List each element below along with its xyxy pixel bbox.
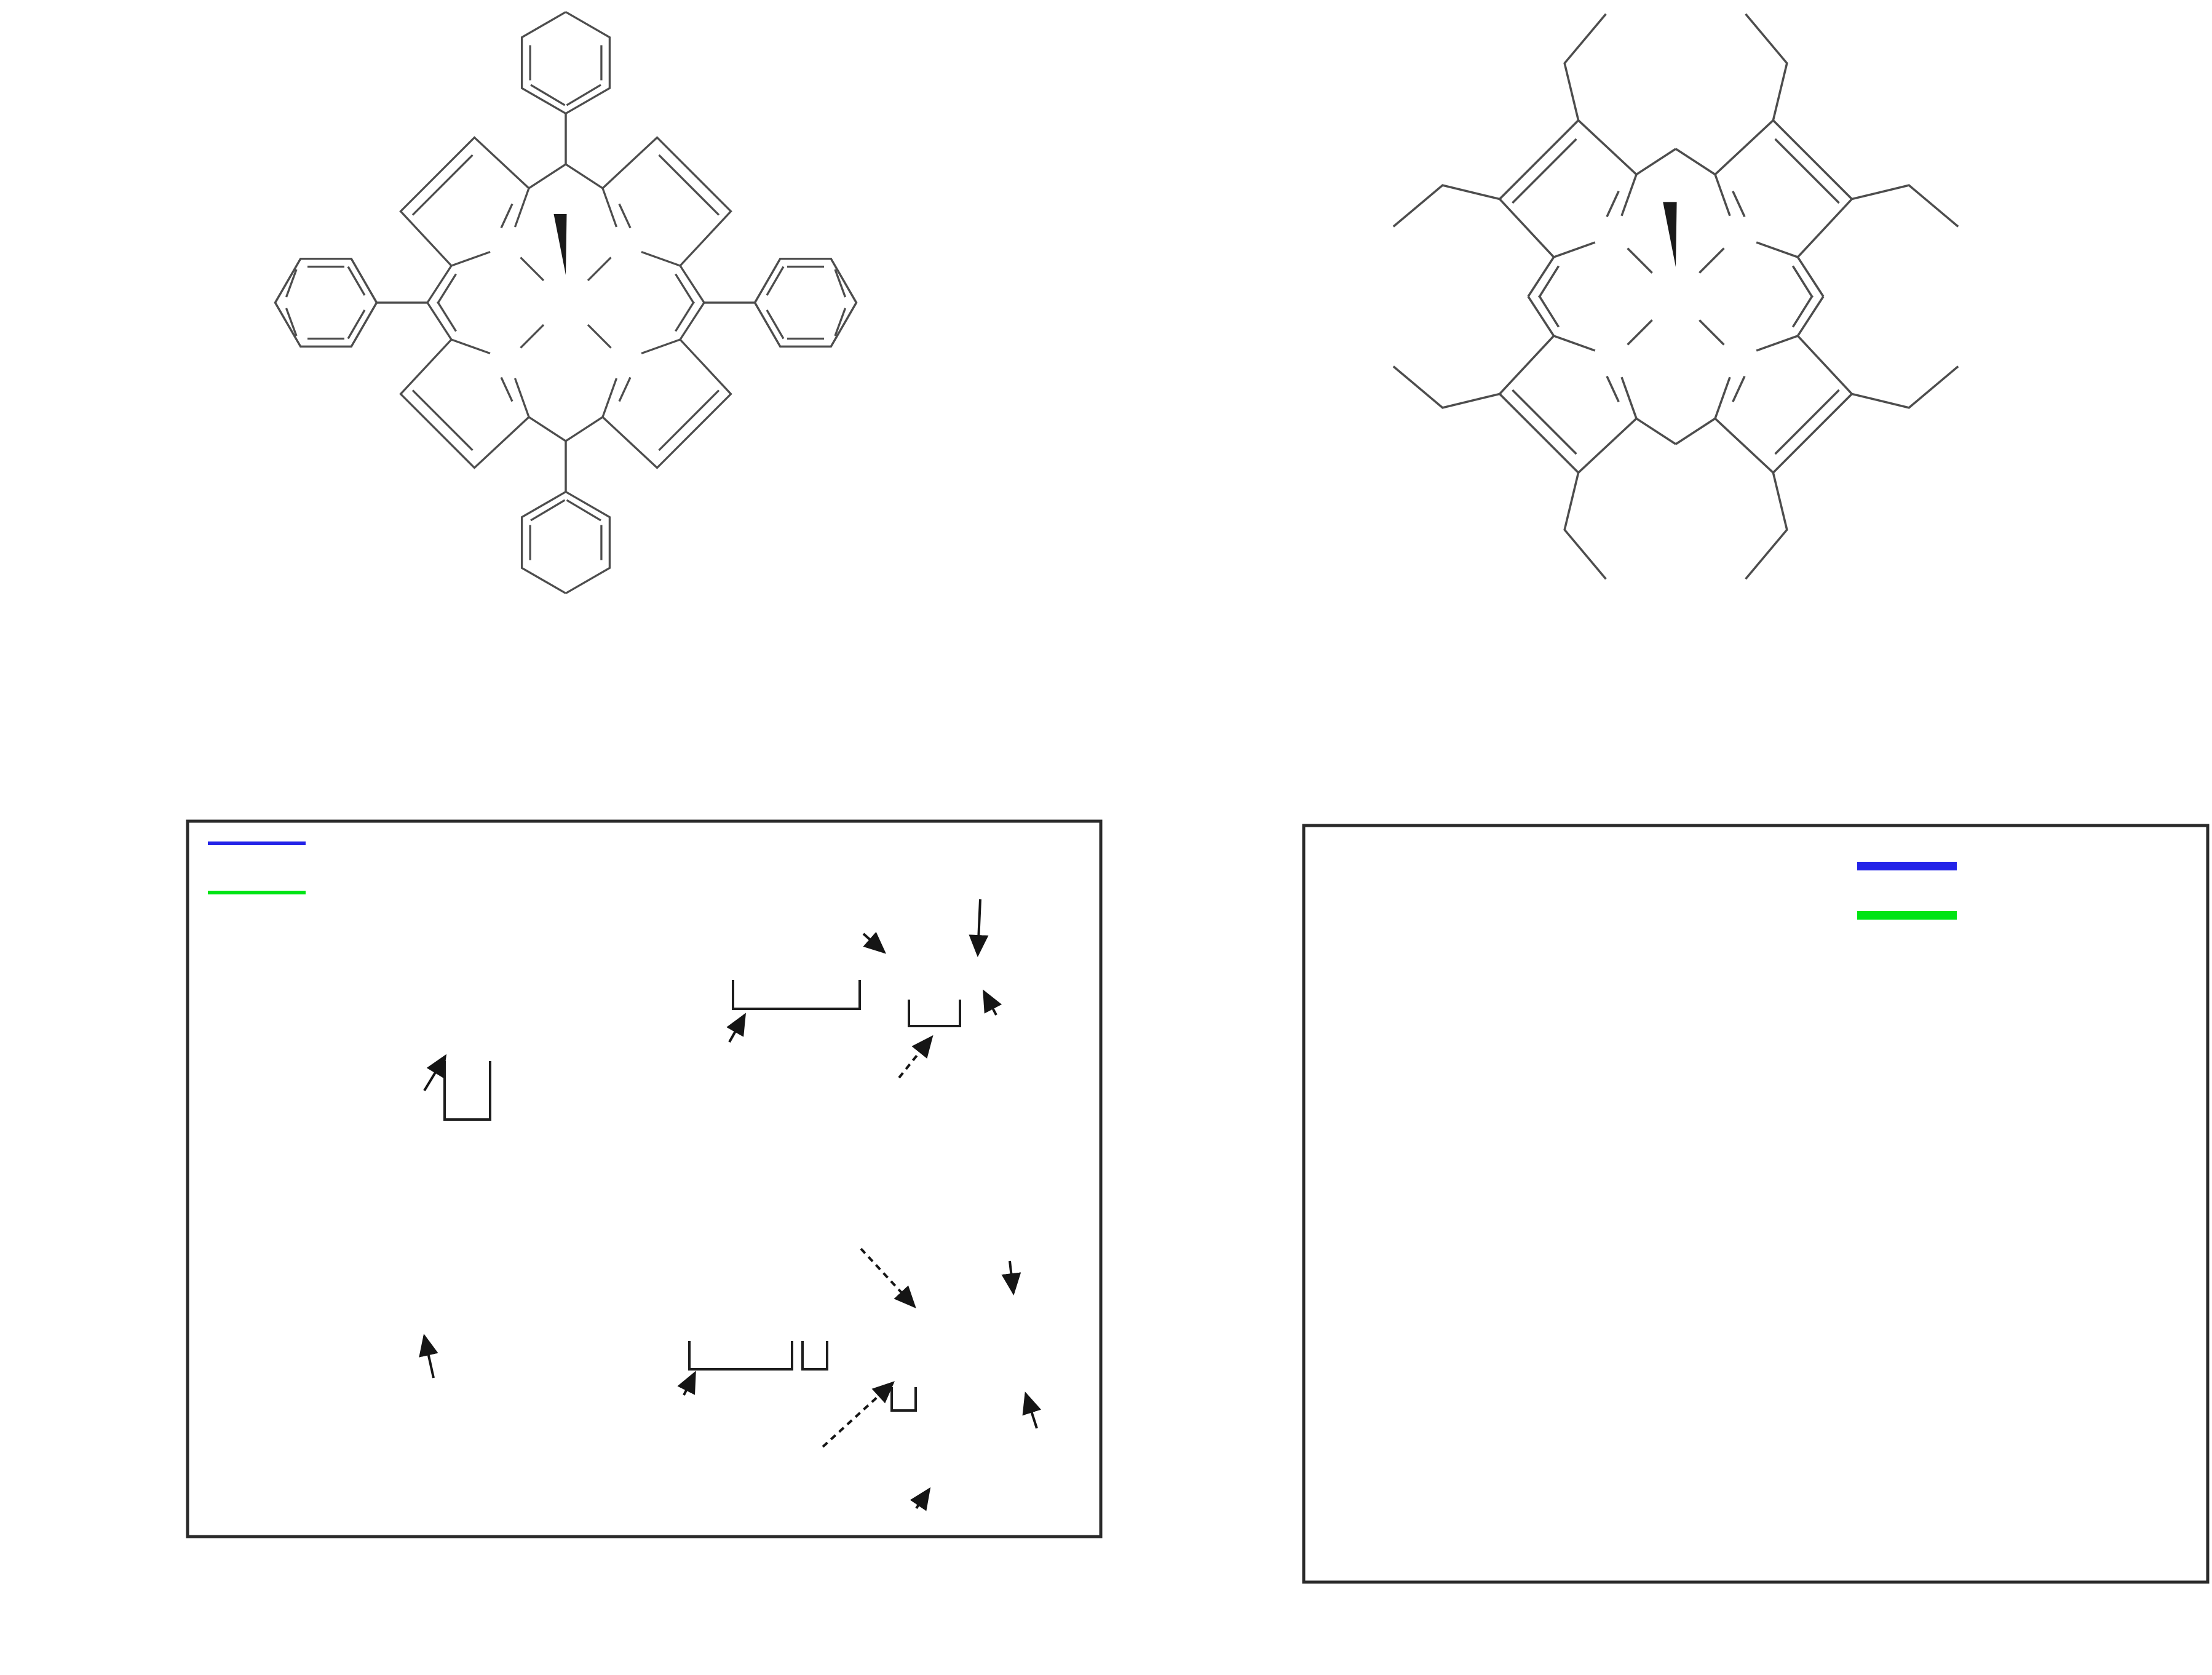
oep-axial-wedge-bond [1663,202,1677,267]
arrow-ch-oop-phenyl [1022,1391,1042,1429]
arrow-pyrrole-breathing [910,1487,931,1511]
tpp-structure-diagram [276,12,857,594]
uvvis-legend [1857,862,1957,920]
arrow-ch-stretch-ethyl [423,1054,447,1092]
arrow-cc-stretch-phenyl-oep [726,1013,746,1043]
arrow-cn-stretch [862,931,886,954]
arrow-cc-stretch-phenyl-tpp [677,1371,696,1396]
ftir-plot-frame [186,819,1103,1538]
oep-structure-diagram [1393,14,1958,579]
uvvis-plot-frame [1302,824,2210,1584]
bracket-ch-stretch-ethyl [443,1061,491,1121]
ftir-legend [208,841,306,894]
arrow-ch2-rock-ethyl [983,989,1002,1016]
bracket-ch-bend-ethyl [908,1000,961,1027]
bracket-cc-stretch-phenyl-tpp-wide [688,1341,793,1371]
arrow-ch-stretch-phenyl-pyrrole [419,1334,438,1379]
tpp-axial-wedge-bond [553,214,567,275]
arrow-ch-bend-ethyl [898,1035,934,1079]
ftir-annotation-arrows [419,899,1042,1511]
arrow-ch-sciss-phenyl [860,1247,916,1308]
arrow-ch-oop-pyrrole [1001,1260,1021,1295]
arrow-ch-oop-ethyl [969,899,989,957]
arrow-cn-stretch-pyrrole [822,1381,895,1448]
bracket-cc-stretch-phenyl-oep [732,980,861,1010]
bracket-cc-stretch-phenyl-tpp-narrow [801,1341,828,1371]
